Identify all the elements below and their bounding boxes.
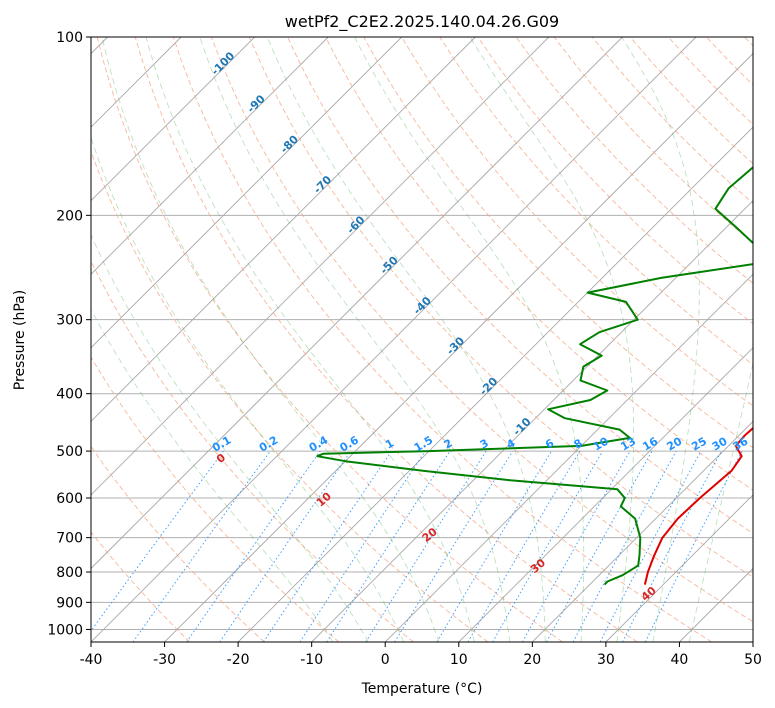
moist-adiabat-line [267, 37, 546, 642]
y-tick-label: 900 [56, 595, 83, 611]
mixing-ratio-line [91, 450, 224, 632]
dry-adiabat-line [96, 37, 563, 642]
moist-adiabat-line [91, 308, 334, 642]
mixing-ratio-line [263, 450, 392, 642]
mixing-ratio-line [546, 450, 653, 642]
isotherm-line [384, 273, 753, 642]
moist-adiabat-line [688, 361, 753, 642]
y-tick-label: 200 [56, 208, 83, 224]
dry-adiabat-line [134, 37, 638, 642]
mixing-ratio-line [299, 450, 426, 642]
sounding-profiles [316, 165, 753, 586]
isotherm-line [605, 494, 753, 642]
mixing-ratio-line [132, 450, 271, 642]
dry-adiabat-line [91, 356, 340, 642]
dry-adiabat-line [91, 150, 489, 642]
dry-adiabat-line [91, 531, 191, 642]
x-tick-label: 50 [744, 652, 762, 668]
isotherm-line [91, 37, 476, 422]
temperature-profile-line [643, 426, 753, 585]
isotherm-line [91, 37, 697, 642]
mixing-ratio-line [572, 450, 677, 642]
mixing-ratio-line [644, 450, 743, 642]
y-tick-label: 600 [56, 491, 83, 507]
y-tick-label: 500 [56, 444, 83, 460]
moist-adiabat-line [145, 37, 475, 642]
dry-adiabat-line [401, 37, 753, 407]
isotherm-line [91, 37, 329, 275]
isotherm-line [91, 37, 255, 202]
x-axis-title: Temperature (°C) [361, 681, 483, 697]
isotherm-line [458, 347, 753, 642]
y-axis-title: Pressure (hPa) [12, 290, 28, 390]
chart-title: wetPf2_C2E2.2025.140.04.26.G09 [285, 12, 559, 32]
y-tick-label: 700 [56, 531, 83, 547]
mixing-ratio-line [186, 450, 321, 642]
dry-adiabat-line [172, 37, 713, 642]
isotherm-line [237, 126, 753, 642]
isotherm-line [164, 52, 753, 642]
x-tick-label: -10 [300, 652, 323, 668]
x-tick-label: 10 [450, 652, 468, 668]
isotherm-line [91, 37, 623, 570]
dry-adiabat-line [91, 445, 265, 642]
isotherm-line [91, 37, 550, 496]
y-tick-label: 800 [56, 565, 83, 581]
y-tick-label: 1000 [47, 622, 83, 638]
x-tick-label: 40 [670, 652, 688, 668]
isotherm-line [91, 37, 403, 349]
dry-adiabat-line [325, 37, 753, 491]
mixing-ratio-line [522, 450, 631, 642]
x-tick-label: 30 [597, 652, 615, 668]
isotherm-line [532, 420, 753, 642]
y-tick-label: 100 [56, 30, 83, 46]
dry-adiabat-line [248, 37, 753, 578]
moist-adiabat-line [91, 136, 404, 642]
x-tick-label: 0 [381, 652, 390, 668]
background-grid [91, 37, 753, 642]
dry-adiabat-line [91, 259, 414, 642]
dry-adiabat-line [439, 37, 753, 366]
y-tick-label: 300 [56, 313, 83, 329]
plot-frame [90, 36, 754, 643]
y-tick-label: 400 [56, 387, 83, 403]
x-tick-label: -30 [153, 652, 176, 668]
mixing-ratio-line [394, 450, 514, 642]
moist-adiabat-line [621, 37, 700, 642]
mixing-ratio-line [326, 450, 451, 642]
dry-adiabat-line [210, 37, 753, 623]
x-tick-label: -20 [227, 652, 250, 668]
moist-adiabat-line [101, 37, 440, 642]
mixing-ratio-line [219, 450, 352, 642]
x-tick-label: -40 [80, 652, 103, 668]
x-tick-label: 20 [523, 652, 541, 668]
dewpoint-profile-line [316, 165, 753, 586]
dry-adiabat-line [515, 37, 753, 284]
moist-adiabat-line [199, 37, 511, 642]
moist-adiabat-line [91, 233, 369, 642]
